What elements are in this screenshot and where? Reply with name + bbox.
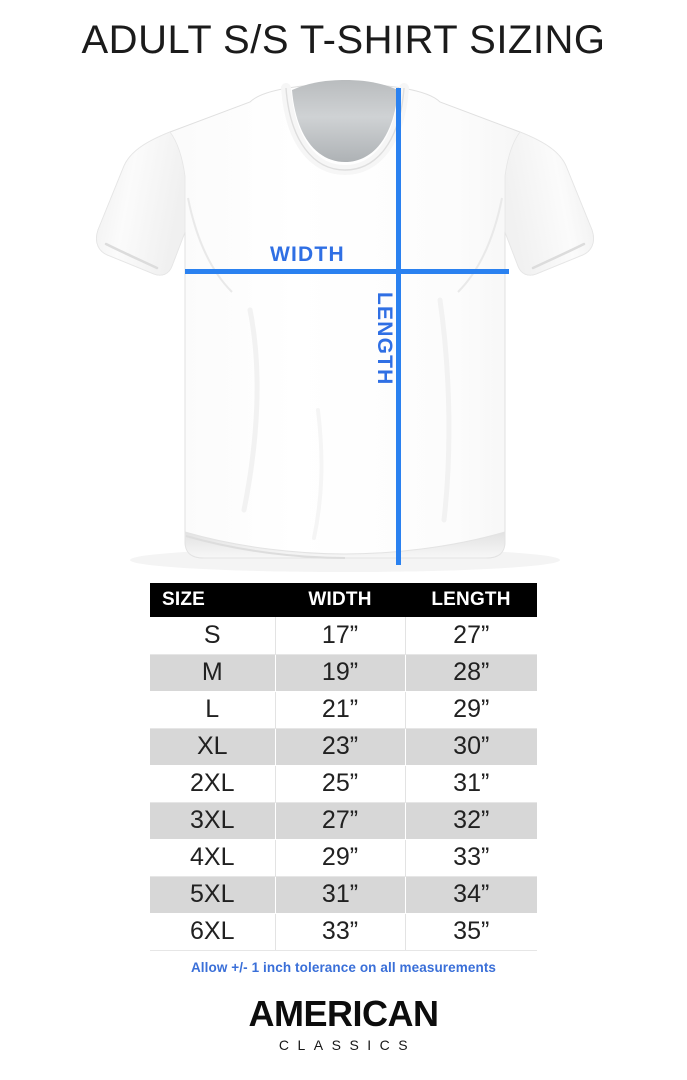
tshirt-hem <box>184 531 506 559</box>
cell-size: 3XL <box>150 802 276 840</box>
sleeve-left-hem <box>104 242 159 270</box>
cell-width: 27” <box>275 802 406 840</box>
cell-length: 28” <box>405 654 537 692</box>
table-body: S 17” 27” M 19” 28” L 21” 29” XL 23” 30”… <box>150 617 537 951</box>
table-header-row: SIZE WIDTH LENGTH <box>150 583 537 617</box>
tshirt-illustration <box>0 80 687 580</box>
table-row: S 17” 27” <box>150 617 537 655</box>
cell-width: 17” <box>275 617 406 655</box>
tshirt-sleeve-right <box>504 131 594 276</box>
cell-size: 6XL <box>150 913 276 951</box>
cell-length: 29” <box>405 691 537 729</box>
cell-size: S <box>150 617 276 655</box>
cell-width: 25” <box>275 765 406 803</box>
cell-width: 33” <box>275 913 406 951</box>
cell-size: XL <box>150 728 276 766</box>
table-row: L 21” 29” <box>150 691 537 729</box>
cell-length: 33” <box>405 839 537 877</box>
cell-length: 30” <box>405 728 537 766</box>
cell-width: 19” <box>275 654 406 692</box>
table-row: XL 23” 30” <box>150 728 537 766</box>
column-header-length: LENGTH <box>405 583 537 617</box>
size-chart-table: SIZE WIDTH LENGTH S 17” 27” M 19” 28” L … <box>150 583 537 951</box>
cell-length: 32” <box>405 802 537 840</box>
cell-size: 5XL <box>150 876 276 914</box>
fabric-fold <box>437 297 452 523</box>
cell-width: 23” <box>275 728 406 766</box>
cell-width: 21” <box>275 691 406 729</box>
tshirt-sleeve-left <box>96 131 186 276</box>
armhole-seam-left <box>187 197 233 293</box>
table-row: M 19” 28” <box>150 654 537 692</box>
tshirt-neck-interior <box>292 80 398 162</box>
cell-width: 31” <box>275 876 406 914</box>
table-row: 4XL 29” 33” <box>150 839 537 877</box>
tolerance-note: Allow +/- 1 inch tolerance on all measur… <box>190 960 497 975</box>
armhole-seam-right <box>457 197 503 293</box>
brand-logo: AMERICAN CLASSICS <box>0 995 687 1053</box>
brand-name-primary: AMERICAN <box>248 993 440 1034</box>
fabric-fold <box>312 408 324 540</box>
cell-size: L <box>150 691 276 729</box>
cell-length: 35” <box>405 913 537 951</box>
cell-length: 31” <box>405 765 537 803</box>
table-row: 2XL 25” 31” <box>150 765 537 803</box>
brand-name-secondary: CLASSICS <box>278 1036 417 1053</box>
hem-stitch <box>185 535 346 559</box>
cell-size: 2XL <box>150 765 276 803</box>
table-row: 5XL 31” 34” <box>150 876 537 914</box>
collar-outline <box>285 87 405 171</box>
fabric-fold <box>241 307 260 513</box>
table-row: 3XL 27” 32” <box>150 802 537 840</box>
table-row: 6XL 33” 35” <box>150 913 537 951</box>
cell-width: 29” <box>275 839 406 877</box>
column-header-width: WIDTH <box>275 583 405 617</box>
table-header: SIZE WIDTH LENGTH <box>150 583 537 617</box>
cell-length: 34” <box>405 876 537 914</box>
tshirt-icon <box>96 80 594 572</box>
cell-size: 4XL <box>150 839 276 877</box>
cell-size: M <box>150 654 276 692</box>
page-title: ADULT S/S T-SHIRT SIZING <box>81 18 606 62</box>
column-header-size: SIZE <box>150 583 275 617</box>
sleeve-right-hem <box>531 242 586 270</box>
cell-length: 27” <box>405 617 537 655</box>
